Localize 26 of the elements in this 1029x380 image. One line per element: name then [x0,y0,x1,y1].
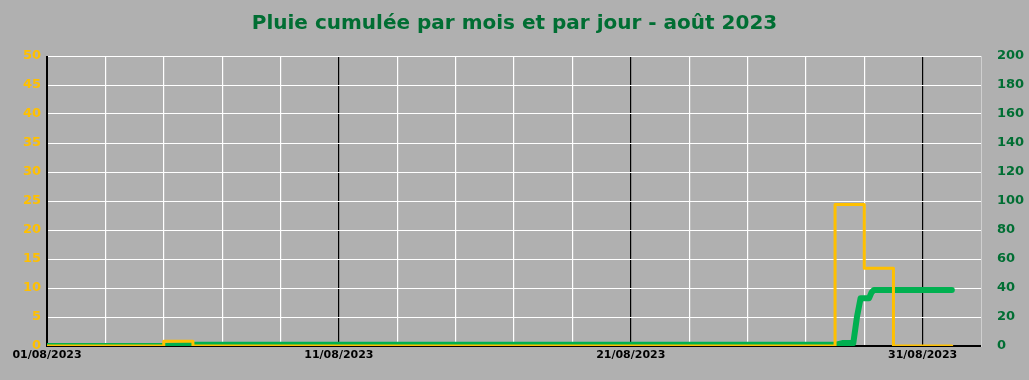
y-tick-label: 30 [22,163,41,179]
y2-tick-label: 80 [997,221,1016,237]
y2-tick-label: 120 [997,163,1025,179]
chart-title: Pluie cumulée par mois et par jour - août 2023 [251,10,778,35]
y-tick-label: 15 [22,250,41,266]
y2-tick-label: 200 [997,47,1025,63]
y2-tick-label: 60 [997,250,1016,266]
y-tick-label: 10 [22,279,41,295]
x-tick-label: 21/08/2023 [596,348,666,362]
y2-tick-label: 100 [997,192,1025,208]
y2-tick-label: 20 [997,308,1016,324]
y-tick-label: 35 [22,134,41,150]
y-tick-label: 5 [31,308,41,324]
y-tick-label: 40 [22,105,41,121]
y-tick-label: 45 [22,76,41,92]
y2-tick-label: 140 [997,134,1025,150]
y2-tick-label: 160 [997,105,1025,121]
y-tick-label: 20 [22,221,41,237]
x-tick-label: 01/08/2023 [12,348,82,362]
x-tick-label: 31/08/2023 [887,348,958,362]
y-tick-label: 50 [22,47,41,63]
y2-tick-label: 0 [997,337,1007,353]
y-tick-label: 25 [22,192,41,208]
x-tick-label: 11/08/2023 [304,348,374,362]
y2-tick-label: 40 [997,279,1016,295]
y2-tick-label: 180 [997,76,1025,92]
